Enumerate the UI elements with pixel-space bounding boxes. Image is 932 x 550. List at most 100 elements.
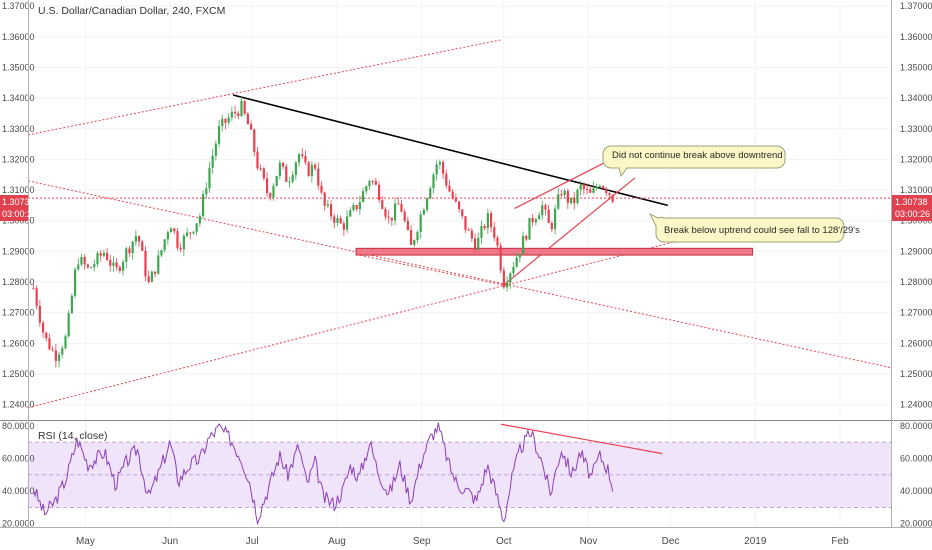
note-top-callout[interactable]: Did not continue break above downtrend: [602, 145, 786, 178]
candle-body: [109, 259, 112, 266]
price-badge-left: 1.30738 03:00:26: [0, 195, 37, 221]
candle-body: [169, 228, 173, 233]
candle-body: [176, 231, 179, 248]
ascending-dotted-line: [27, 232, 709, 409]
price-tick-label-right: 1.31000: [900, 185, 932, 195]
time-tick-label: Feb: [831, 536, 849, 547]
candle-body: [605, 188, 608, 194]
candle-body: [35, 288, 38, 307]
candle-body: [553, 208, 557, 230]
note-bottom-callout[interactable]: Break below uptrend could see fall to 12…: [648, 212, 860, 243]
candle-body: [480, 226, 483, 238]
candle-body: [499, 245, 502, 271]
candle-body: [406, 220, 409, 230]
last-price-right: 1.30738: [895, 197, 928, 207]
countdown-right: 03:00:26: [895, 209, 930, 219]
candle-body: [128, 248, 131, 254]
candles: [32, 96, 614, 368]
price-tick-label-right: 1.34000: [900, 93, 932, 103]
candle-body: [419, 214, 422, 232]
candle-body: [211, 155, 214, 168]
candle-body: [166, 232, 169, 240]
price-tick-label-left: 1.31000: [2, 185, 35, 195]
time-tick-label: Sep: [413, 536, 431, 547]
candle-body: [413, 240, 416, 245]
rsi-grid: [28, 441, 892, 508]
candle-body: [83, 256, 86, 265]
candle-body: [397, 203, 400, 205]
price-badge-right: 1.30738 03:00:26: [892, 195, 932, 221]
time-tick-label: May: [76, 536, 95, 547]
candle-body: [38, 306, 41, 323]
candle-body: [163, 239, 166, 251]
candle-body: [352, 205, 355, 211]
candle-body: [451, 191, 454, 199]
note-top-text: Did not continue break above downtrend: [612, 150, 783, 161]
rsi-tick-label-right: 40.0000: [900, 486, 932, 496]
price-axis-left[interactable]: 1.24000 1.25000 1.26000 1.27000 1.28000 1.290…: [2, 1, 35, 410]
candle-body: [157, 255, 160, 274]
candle-body: [259, 168, 262, 170]
candle-body: [429, 188, 432, 199]
candle-body: [86, 264, 89, 268]
candle-body: [326, 204, 329, 206]
candle-body: [425, 198, 429, 210]
candle-body: [547, 209, 550, 223]
candle-body: [323, 192, 326, 206]
rsi-axes: 20.0000 20.0000 40.0000 40.0000 60.0000 60.00…: [2, 421, 932, 529]
candle-body: [80, 256, 83, 265]
price-tick-label-left: 1.24000: [2, 400, 35, 410]
candle-body: [368, 181, 371, 187]
price-tick-label-left: 1.35000: [2, 62, 35, 72]
candle-body: [317, 168, 320, 186]
candle-body: [377, 184, 381, 201]
rsi-line: [33, 422, 614, 526]
candle-body: [233, 111, 237, 114]
candle-body: [249, 124, 253, 130]
candle-body: [477, 237, 480, 250]
candle-body: [493, 227, 496, 238]
candle-body: [214, 143, 217, 156]
price-tick-label-right: 1.28000: [900, 277, 932, 287]
candle-body: [550, 222, 553, 230]
candle-body: [502, 270, 505, 288]
rsi-tick-label-right: 60.0000: [900, 454, 932, 464]
price-tick-label-left: 1.34000: [2, 93, 35, 103]
candle-body: [579, 184, 582, 190]
candle-body: [115, 262, 118, 268]
candle-body: [275, 175, 278, 187]
time-axis[interactable]: May Jun Jul Aug Sep Oct Nov Dec 2019 Feb: [76, 536, 849, 547]
price-pane[interactable]: 1.24000 1.25000 1.26000 1.27000 1.28000 1.290…: [0, 0, 932, 527]
price-tick-label-right: 1.29000: [900, 246, 932, 256]
candle-body: [217, 126, 221, 144]
candle-body: [141, 241, 144, 251]
candle-body: [592, 188, 595, 193]
candle-body: [531, 217, 534, 223]
candle-body: [57, 354, 61, 361]
rsi-pane[interactable]: 20.0000 20.0000 40.0000 40.0000 60.0000 60.00…: [2, 421, 932, 529]
candle-body: [93, 264, 96, 268]
candle-body: [563, 190, 566, 195]
rsi-plot: [33, 422, 663, 526]
candle-body: [150, 271, 153, 282]
candle-body: [489, 213, 493, 228]
rsi-tick-label-left: 40.0000: [2, 486, 35, 496]
candle-body: [294, 162, 297, 175]
rsi-tick-label-right: 80.0000: [900, 421, 932, 431]
candle-body: [96, 253, 99, 265]
candle-body: [589, 189, 592, 193]
candle-body: [307, 162, 310, 177]
candle-body: [105, 252, 109, 260]
candle-body: [144, 250, 147, 277]
candle-body: [285, 166, 288, 182]
candle-body: [54, 350, 57, 361]
candle-body: [496, 237, 499, 246]
countdown-left: 03:00:26: [2, 209, 37, 219]
price-tick-label-left: 1.29000: [2, 246, 35, 256]
candle-body: [125, 248, 128, 262]
candle-body: [400, 204, 403, 212]
time-tick-label: Nov: [580, 536, 598, 547]
candle-body: [473, 238, 477, 250]
candle-body: [99, 253, 102, 256]
